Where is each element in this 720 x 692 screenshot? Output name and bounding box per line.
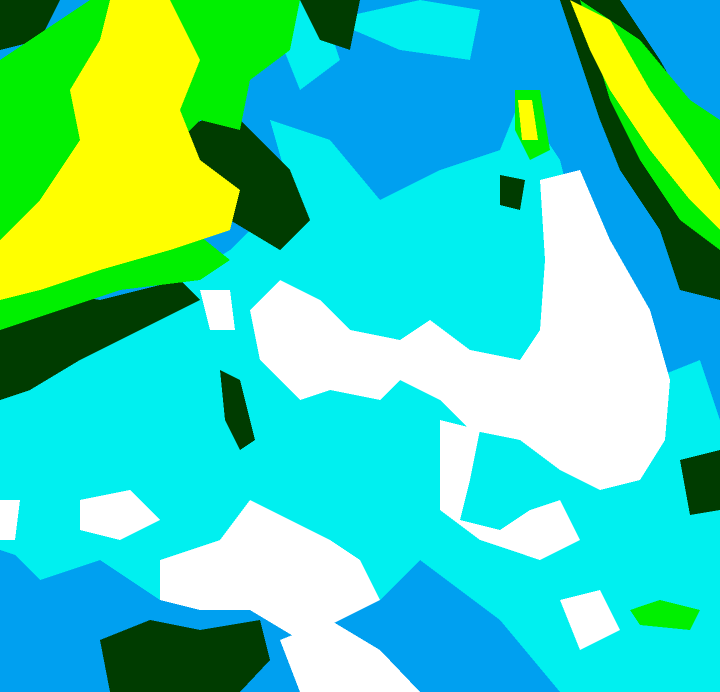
yellow-layer	[0, 0, 720, 300]
white-cloud-layer	[0, 170, 670, 692]
